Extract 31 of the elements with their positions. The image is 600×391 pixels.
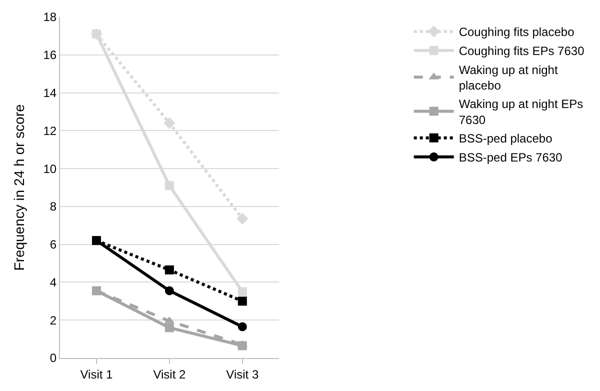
x-tick-label: Visit 2: [153, 367, 186, 382]
y-tick-label: 16: [43, 48, 57, 62]
x-tick-label: Visit 3: [226, 367, 259, 382]
point: [238, 296, 247, 306]
point: [164, 323, 174, 332]
legend-label: Coughing fits EPs 7630: [458, 44, 585, 58]
x-tick-label: Visit 1: [80, 367, 114, 382]
y-tick-label: 2: [50, 313, 57, 328]
legend-label: BSS-ped placebo: [458, 132, 553, 146]
y-tick-label: 12: [43, 124, 57, 138]
y-tick-label: 18: [43, 10, 57, 24]
y-tick-label: 10: [43, 162, 57, 176]
y-tick-label: 14: [43, 86, 57, 100]
point: [92, 286, 101, 296]
point: [164, 117, 176, 129]
point: [238, 287, 247, 296]
point: [238, 322, 247, 332]
legend-label: Waking up at night placebo: [458, 62, 558, 93]
legend-label: Waking up at night EPs 7630: [458, 97, 584, 127]
point: [236, 212, 248, 225]
point: [164, 265, 174, 274]
legend-label: BSS-ped EPs 7630: [458, 150, 563, 165]
y-tick-label: 0: [50, 351, 57, 366]
point: [238, 341, 247, 350]
y-tick-label: 4: [50, 275, 57, 290]
y-tick-label: 8: [50, 200, 57, 214]
y-axis-title: Frequency in 24 h or score: [10, 104, 27, 271]
point: [164, 181, 174, 190]
legend-label: Coughing fits placebo: [458, 25, 575, 40]
y-tick-label: 6: [50, 238, 57, 252]
point: [164, 286, 174, 296]
